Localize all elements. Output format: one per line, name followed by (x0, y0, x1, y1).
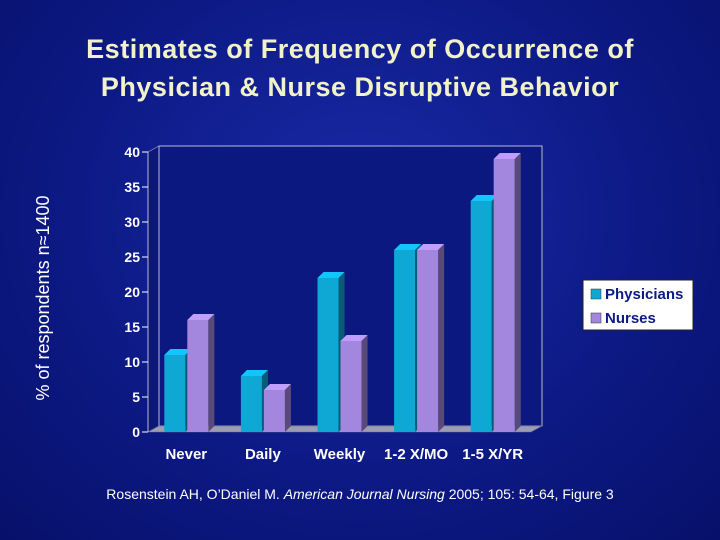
bar-physicians (317, 278, 339, 432)
bar-physicians (240, 376, 262, 432)
legend-label-physicians: Physicians (605, 286, 683, 303)
y-tick-label: 5 (132, 389, 140, 405)
chart-title: Estimates of Frequency of Occurrence of … (0, 30, 720, 106)
bar-side-nurses (284, 384, 291, 432)
y-tick-label: 20 (124, 284, 140, 300)
x-tick-label: Daily (245, 446, 282, 463)
x-tick-label: Never (165, 446, 207, 463)
legend-swatch-physicians (590, 288, 602, 300)
bar-top-nurses (187, 314, 215, 320)
y-tick-label: 0 (132, 424, 140, 440)
legend-box (582, 279, 694, 331)
y-tick-label: 35 (124, 179, 140, 195)
bar-physicians (470, 201, 492, 432)
bar-physicians (164, 355, 186, 432)
chart-title-line-1: Estimates of Frequency of Occurrence of (86, 34, 634, 64)
bar-top-nurses (263, 384, 291, 390)
bar-nurses (417, 250, 439, 432)
bar-nurses (493, 159, 515, 432)
citation-details: 2005; 105: 54-64, Figure 3 (448, 486, 614, 502)
bar-top-physicians (164, 349, 192, 355)
legend-swatch-nurses (590, 312, 602, 324)
chart-title-line-2: Physician & Nurse Disruptive Behavior (100, 72, 620, 102)
citation-authors: Rosenstein AH, O’Daniel M. (106, 486, 280, 502)
x-tick-label: 1-5 X/YR (462, 446, 523, 463)
bar-side-nurses (438, 244, 445, 432)
bar-top-nurses (340, 335, 368, 341)
bar-top-physicians (394, 244, 422, 250)
y-tick-label: 10 (124, 354, 140, 370)
bar-top-physicians (240, 370, 268, 376)
bar-side-nurses (208, 314, 215, 432)
y-tick-label: 15 (124, 319, 140, 335)
x-tick-label: Weekly (314, 446, 366, 463)
bar-top-nurses (417, 244, 445, 250)
bar-side-nurses (361, 335, 368, 432)
x-tick-label: 1-2 X/MO (384, 446, 449, 463)
y-tick-label: 40 (124, 144, 140, 160)
bar-top-physicians (470, 195, 498, 201)
y-tick-label: 25 (124, 249, 140, 265)
bar-nurses (187, 320, 209, 432)
bar-top-nurses (493, 153, 521, 159)
bar-side-nurses (514, 153, 521, 432)
citation-journal: American Journal Nursing (283, 486, 445, 502)
y-tick-label: 30 (124, 214, 140, 230)
plot-side-wall (147, 145, 160, 433)
bar-nurses (340, 341, 362, 432)
legend-label-nurses: Nurses (605, 310, 656, 327)
citation: Rosenstein AH, O’Daniel M. American Jour… (0, 486, 720, 502)
bar-nurses (263, 390, 285, 432)
bar-top-physicians (317, 272, 345, 278)
bar-physicians (394, 250, 416, 432)
